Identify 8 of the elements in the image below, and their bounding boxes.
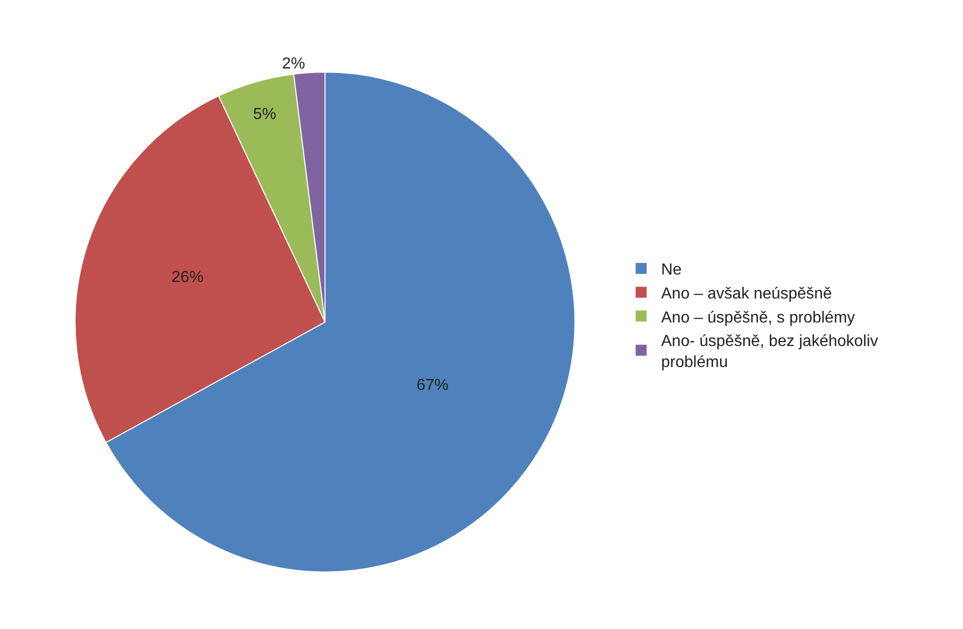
data-label: 26%	[172, 268, 204, 286]
data-label: 2%	[282, 56, 306, 73]
legend-label: Ne	[661, 262, 682, 279]
legend-label: Ano – avšak neúspěšně	[661, 285, 832, 302]
legend-label: Ano- úspěšně, bez jakéhokoliv problému	[661, 333, 878, 371]
data-label: 67%	[416, 377, 449, 394]
legend-label: Ano – úspěšně, s problémy	[661, 309, 856, 326]
data-label: 5%	[253, 106, 276, 124]
